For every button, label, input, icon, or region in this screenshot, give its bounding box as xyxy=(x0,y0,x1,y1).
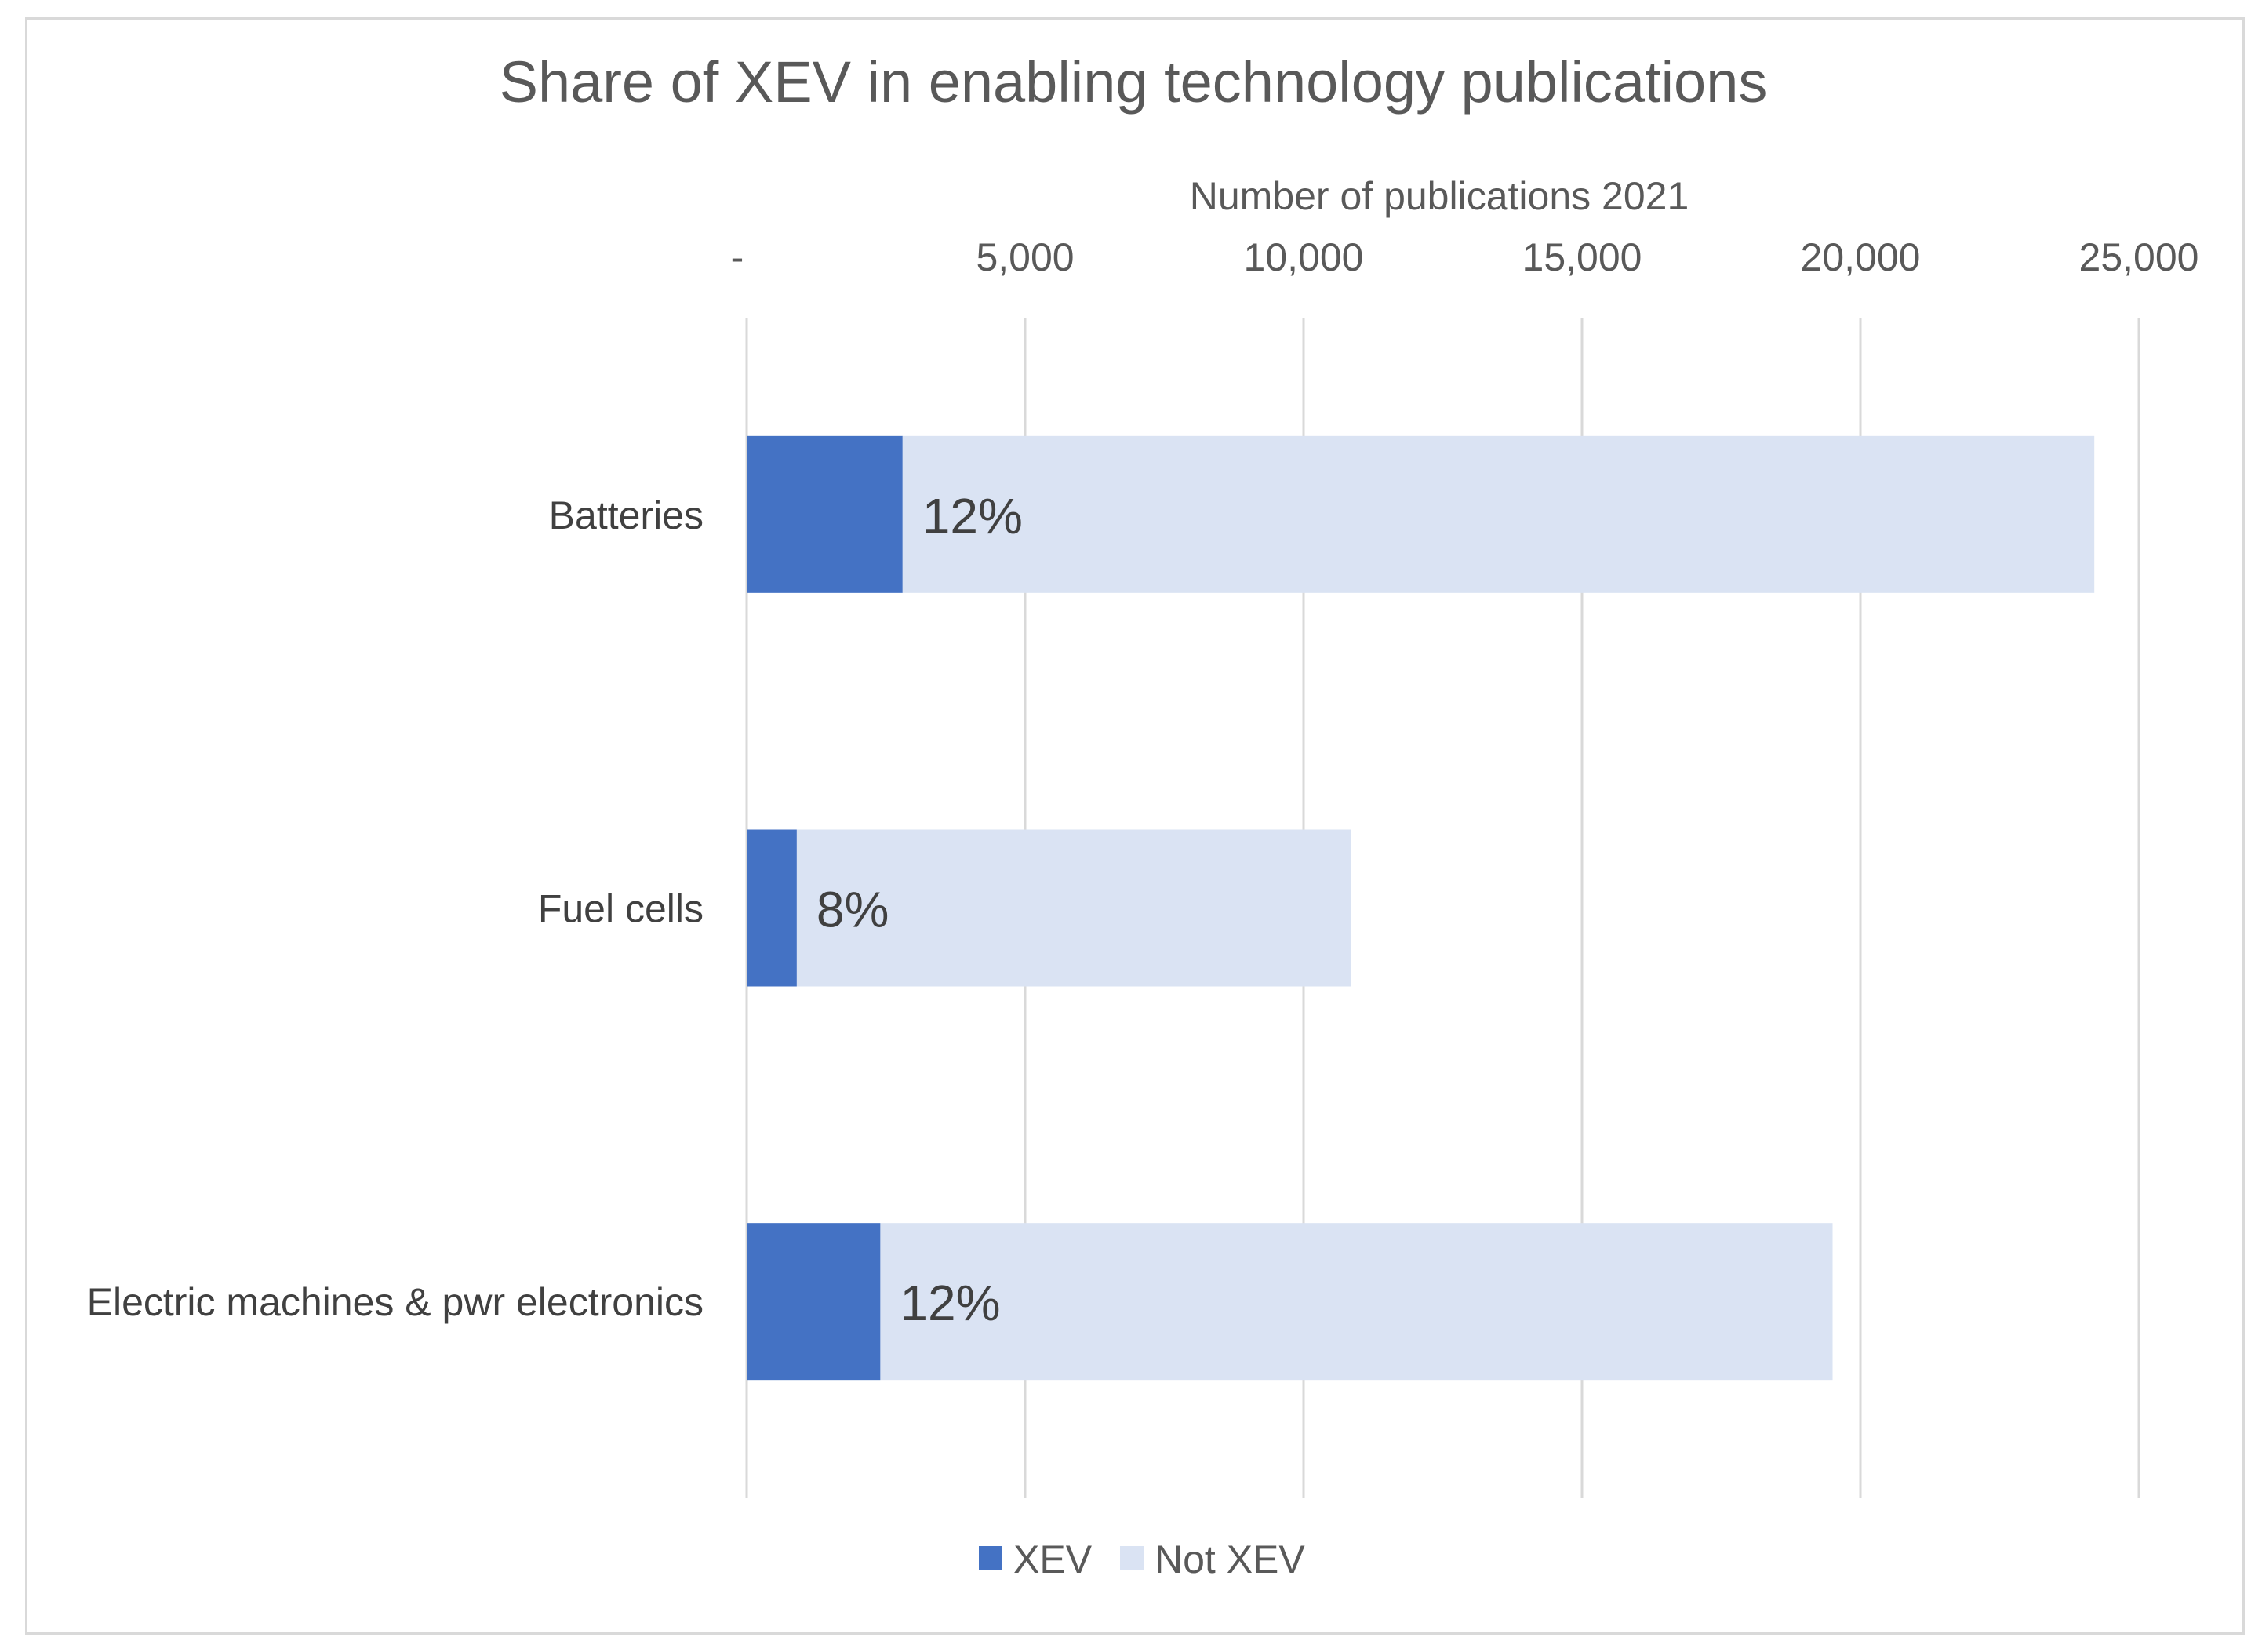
category-label: Fuel cells xyxy=(538,887,704,931)
bar-not-xev-0 xyxy=(902,435,2095,593)
data-label: 12% xyxy=(900,1275,1000,1331)
legend-item-xev: XEV xyxy=(979,1537,1093,1581)
x-tick-labels: - 5,000 10,000 15,000 20,000 25,000 xyxy=(731,235,2199,279)
bar-xev-0 xyxy=(747,435,903,593)
x-tick-label: 15,000 xyxy=(1522,235,1642,279)
bar-not-xev-2 xyxy=(880,1223,1833,1381)
data-label: 12% xyxy=(922,488,1023,544)
bar-xev-2 xyxy=(747,1223,881,1381)
data-labels: 12% 8% 12% xyxy=(816,488,1023,1331)
data-label: 8% xyxy=(816,882,889,938)
x-tick-label: 25,000 xyxy=(2079,235,2199,279)
x-tick-label: 5,000 xyxy=(976,235,1074,279)
legend: XEV Not XEV xyxy=(979,1537,1305,1581)
x-axis-title: Number of publications 2021 xyxy=(1190,174,1689,218)
legend-item-not-xev: Not XEV xyxy=(1120,1537,1305,1581)
x-tick-label: - xyxy=(731,235,744,279)
bars xyxy=(747,435,2095,1381)
category-label: Batteries xyxy=(549,493,704,537)
category-labels: Batteries Fuel cells Electric machines & p… xyxy=(87,493,704,1324)
category-label: Electric machines & pwr electronics xyxy=(87,1280,704,1324)
chart-title: Share of XEV in enabling technology publ… xyxy=(500,49,1768,115)
legend-swatch xyxy=(1120,1546,1144,1570)
x-tick-label: 20,000 xyxy=(1801,235,1921,279)
bar-not-xev-1 xyxy=(796,829,1351,987)
legend-swatch xyxy=(979,1546,1002,1570)
x-tick-label: 10,000 xyxy=(1244,235,1364,279)
legend-label: Not XEV xyxy=(1155,1537,1305,1581)
bar-xev-1 xyxy=(747,829,797,987)
legend-label: XEV xyxy=(1013,1537,1093,1581)
